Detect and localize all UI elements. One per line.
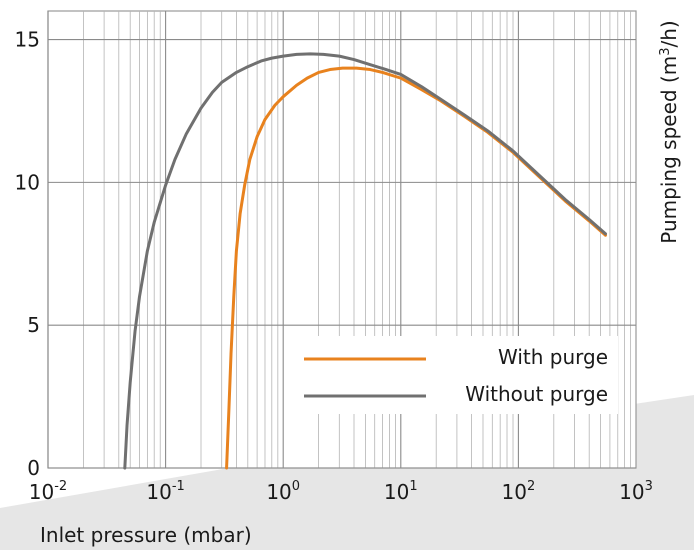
series-line-1: [123, 52, 607, 470]
y-tick-label: 5: [27, 313, 40, 337]
y-tick-label: 10: [15, 170, 40, 194]
y-axis-title: Pumping speed (m3/h): [657, 20, 681, 243]
legend: With purge Without purge: [296, 336, 618, 414]
series-lines: [123, 52, 607, 470]
y-tick-label: 0: [27, 456, 40, 480]
x-tick-label: 102: [502, 479, 536, 504]
y-tick-label: 15: [15, 28, 40, 52]
axes: 0 5 10 15 10-2 10-1 100 101 102 103 Inlet pressure…: [15, 20, 681, 547]
legend-label-0: With purge: [498, 345, 608, 369]
x-axis-title: Inlet pressure (mbar): [40, 523, 252, 547]
legend-box: [296, 336, 618, 414]
legend-label-1: Without purge: [465, 382, 608, 406]
x-tick-label: 100: [266, 479, 300, 504]
x-tick-label: 10-1: [146, 479, 184, 504]
x-tick-label: 101: [384, 479, 418, 504]
x-tick-label: 103: [619, 479, 653, 504]
x-tick-label: 10-2: [29, 479, 67, 504]
